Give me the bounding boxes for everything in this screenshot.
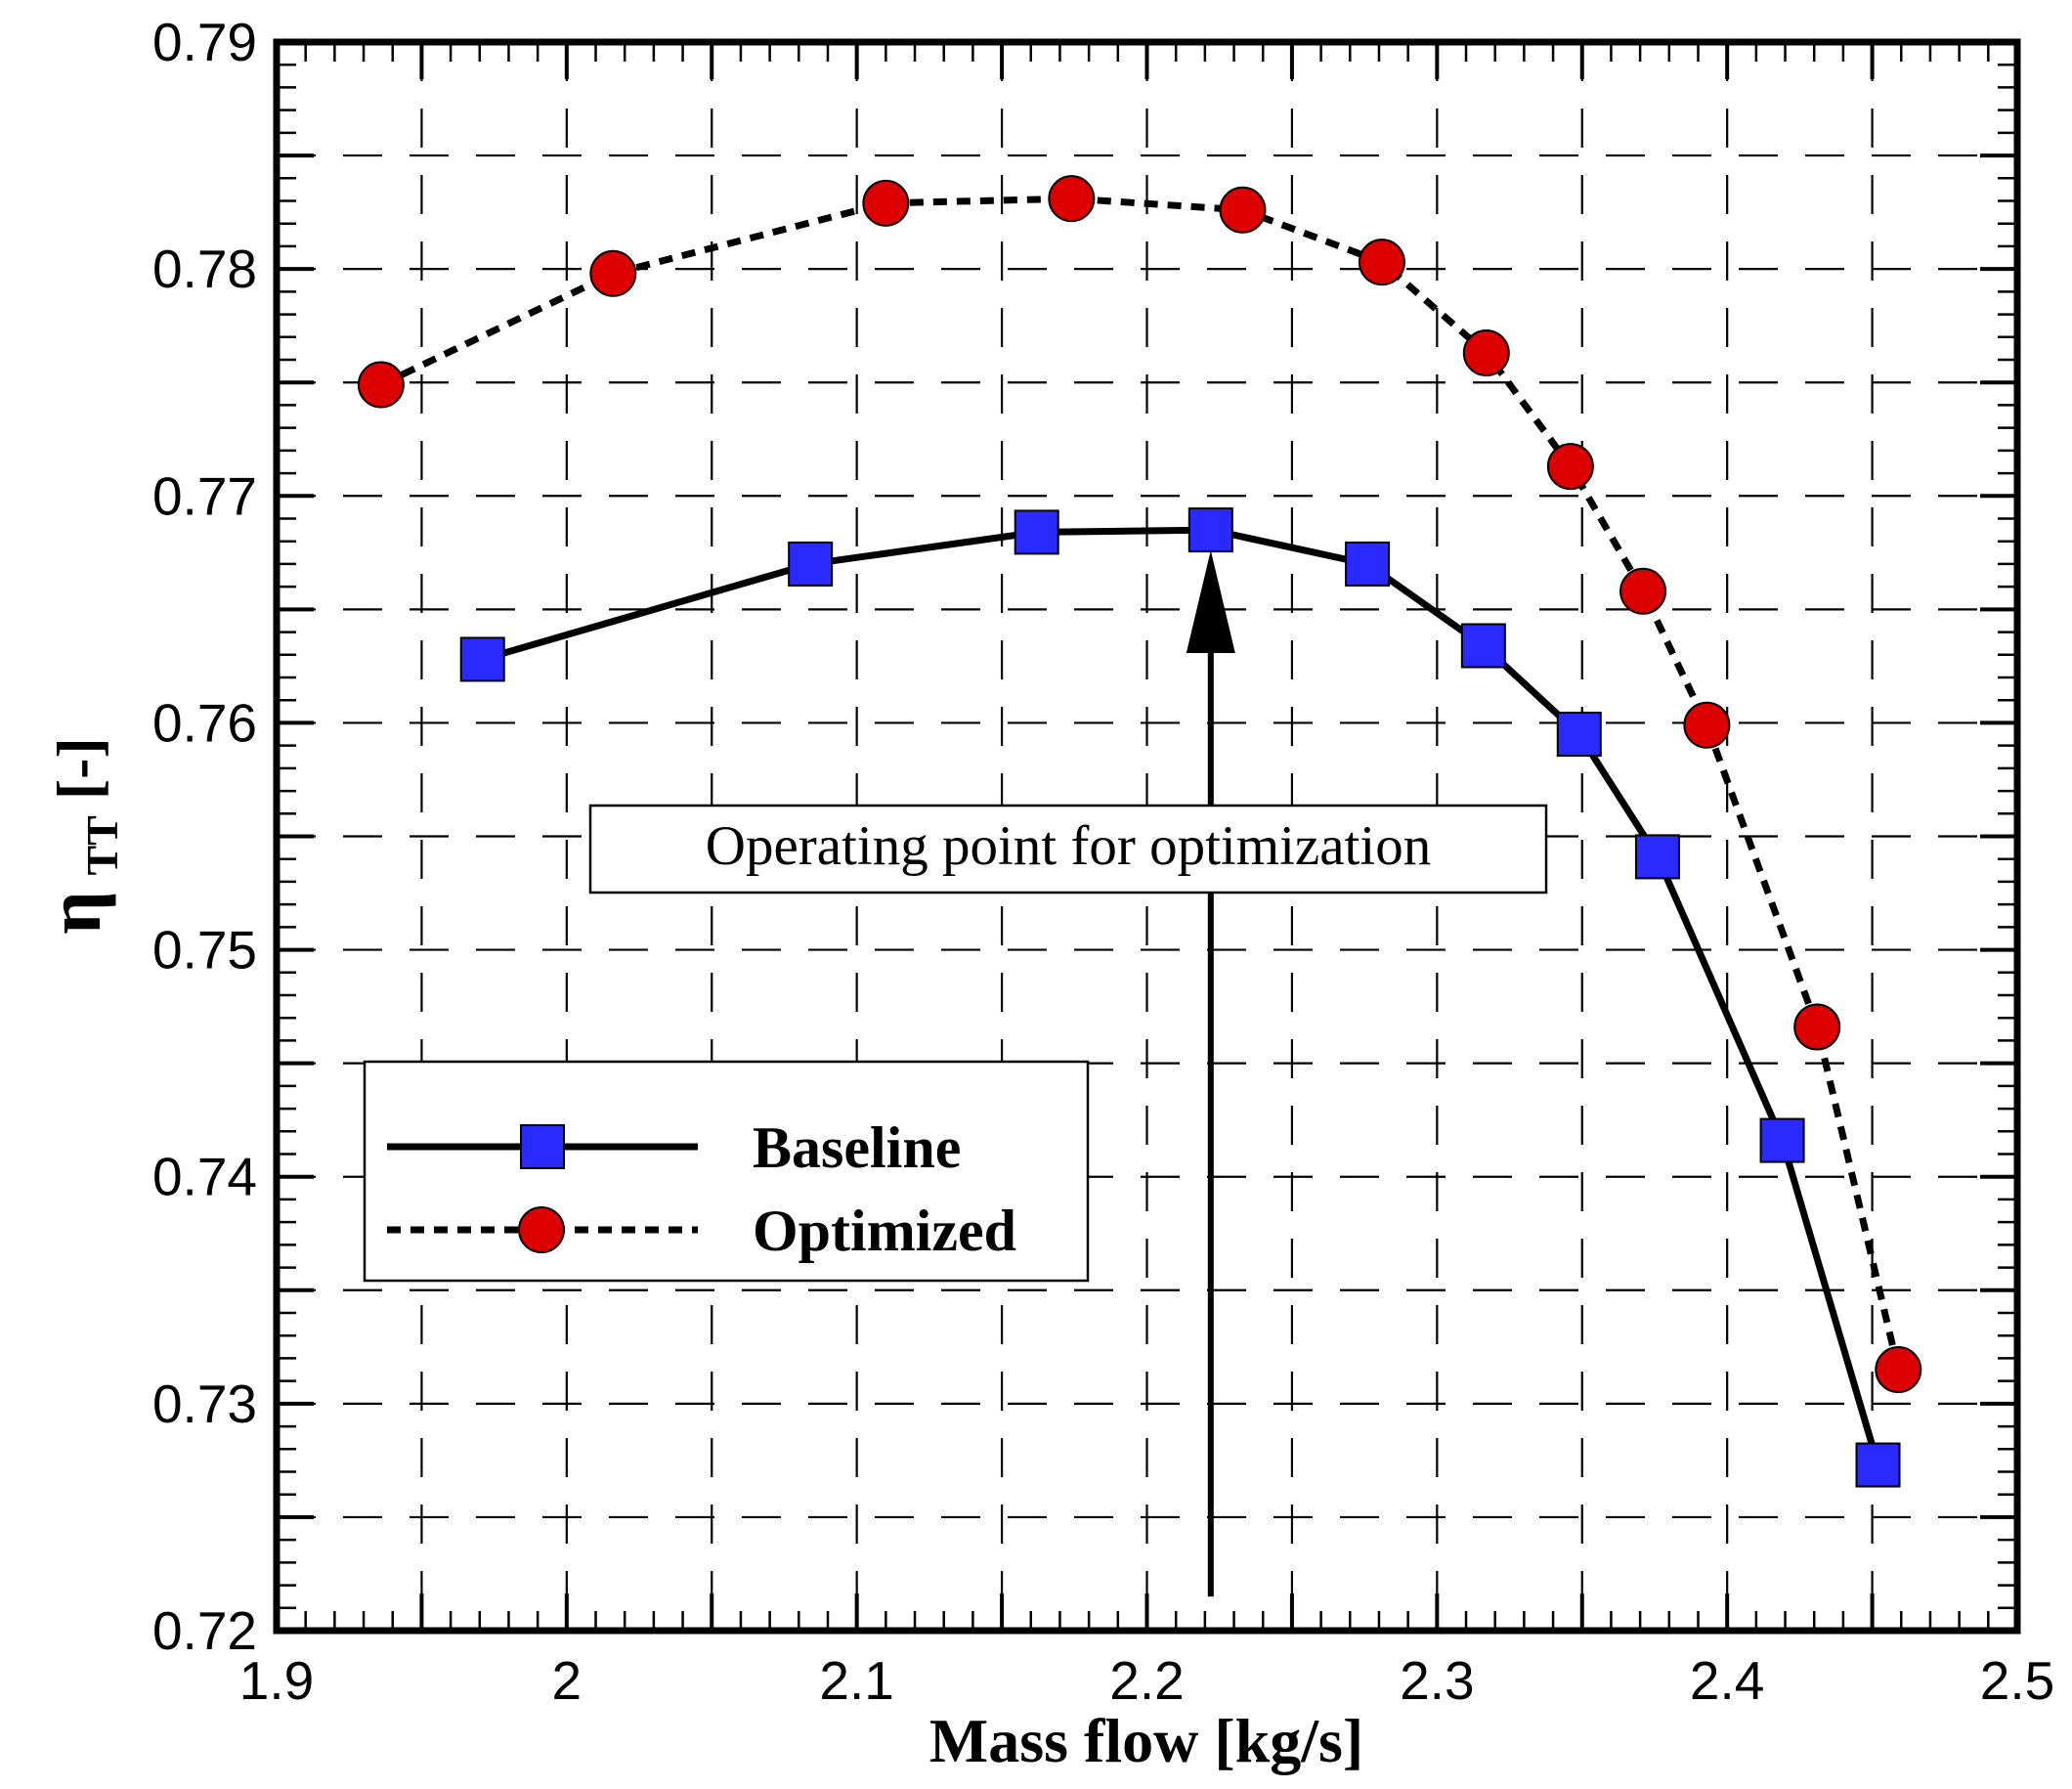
y-axis-title: η TT [-] — [31, 737, 131, 935]
marker-optimized — [1462, 329, 1510, 377]
x-tick-labels: 1.9 2 2.1 2.2 2.3 2.4 2.5 — [239, 1650, 2054, 1711]
marker-baseline — [1187, 507, 1233, 553]
x-axis-title: Mass flow [kg/s] — [929, 1706, 1363, 1775]
marker-optimized — [1875, 1346, 1922, 1394]
legend-label-optimized: Optimized — [753, 1199, 1016, 1263]
marker-optimized — [1793, 1003, 1841, 1051]
svg-text:η TT [-]: η TT [-] — [31, 737, 131, 935]
annotation-box — [588, 804, 1548, 894]
series-line-baseline — [481, 526, 1881, 1466]
y-tick-label: 0.79 — [152, 12, 257, 72]
marker-optimized — [1048, 175, 1096, 223]
series-line-optimized — [379, 195, 1902, 1371]
marker-optimized — [1619, 567, 1667, 615]
marker-baseline — [1460, 623, 1506, 669]
marker-baseline — [1014, 509, 1059, 555]
x-tick-label: 2.2 — [1109, 1650, 1184, 1711]
series-markers — [357, 175, 1922, 1488]
marker-baseline — [459, 636, 505, 682]
legend-box — [363, 1060, 1090, 1283]
y-tick-labels: 0.72 0.73 0.74 0.75 0.76 0.77 0.78 0.79 — [152, 12, 257, 1661]
legend-label-baseline: Baseline — [753, 1115, 961, 1180]
legend: Baseline Optimized — [363, 1060, 1090, 1283]
x-tick-label: 1.9 — [239, 1650, 314, 1711]
legend-marker-optimized — [518, 1206, 565, 1253]
marker-baseline — [1556, 712, 1602, 758]
marker-optimized — [862, 179, 910, 227]
marker-optimized — [589, 249, 637, 297]
y-tick-label: 0.75 — [152, 920, 257, 981]
marker-optimized — [1546, 443, 1594, 491]
marker-optimized — [1683, 701, 1731, 749]
marker-baseline — [788, 541, 834, 587]
marker-optimized — [1219, 186, 1267, 234]
x-tick-label: 2.4 — [1690, 1650, 1764, 1711]
marker-optimized — [1358, 239, 1405, 286]
y-axis-title-subscript: TT — [77, 815, 127, 875]
x-tick-label: 2.5 — [1980, 1650, 2054, 1711]
series-lines — [379, 195, 1902, 1466]
y-axis-title-symbol: η — [31, 892, 116, 935]
y-tick-label: 0.78 — [152, 239, 257, 299]
y-tick-label: 0.72 — [152, 1600, 257, 1661]
y-tick-label: 0.73 — [152, 1374, 257, 1434]
y-tick-label: 0.74 — [152, 1147, 257, 1207]
marker-baseline — [1345, 541, 1391, 587]
y-axis-title-suffix: [-] — [44, 737, 113, 800]
y-tick-label: 0.76 — [152, 692, 257, 753]
marker-optimized — [357, 361, 405, 409]
x-tick-label: 2.3 — [1400, 1650, 1474, 1711]
marker-baseline — [1759, 1117, 1805, 1163]
x-tick-label: 2 — [552, 1650, 583, 1711]
legend-marker-baseline — [520, 1124, 565, 1169]
annotation-arrow-head — [1186, 550, 1235, 653]
y-tick-label: 0.77 — [152, 465, 257, 526]
annotation: Operating point for optimization — [588, 550, 1548, 1597]
annotation-text: Operating point for optimization — [706, 815, 1431, 877]
x-tick-label: 2.1 — [819, 1650, 893, 1711]
marker-baseline — [1855, 1442, 1901, 1488]
marker-baseline — [1634, 834, 1680, 880]
major-ticks — [277, 42, 2017, 1631]
